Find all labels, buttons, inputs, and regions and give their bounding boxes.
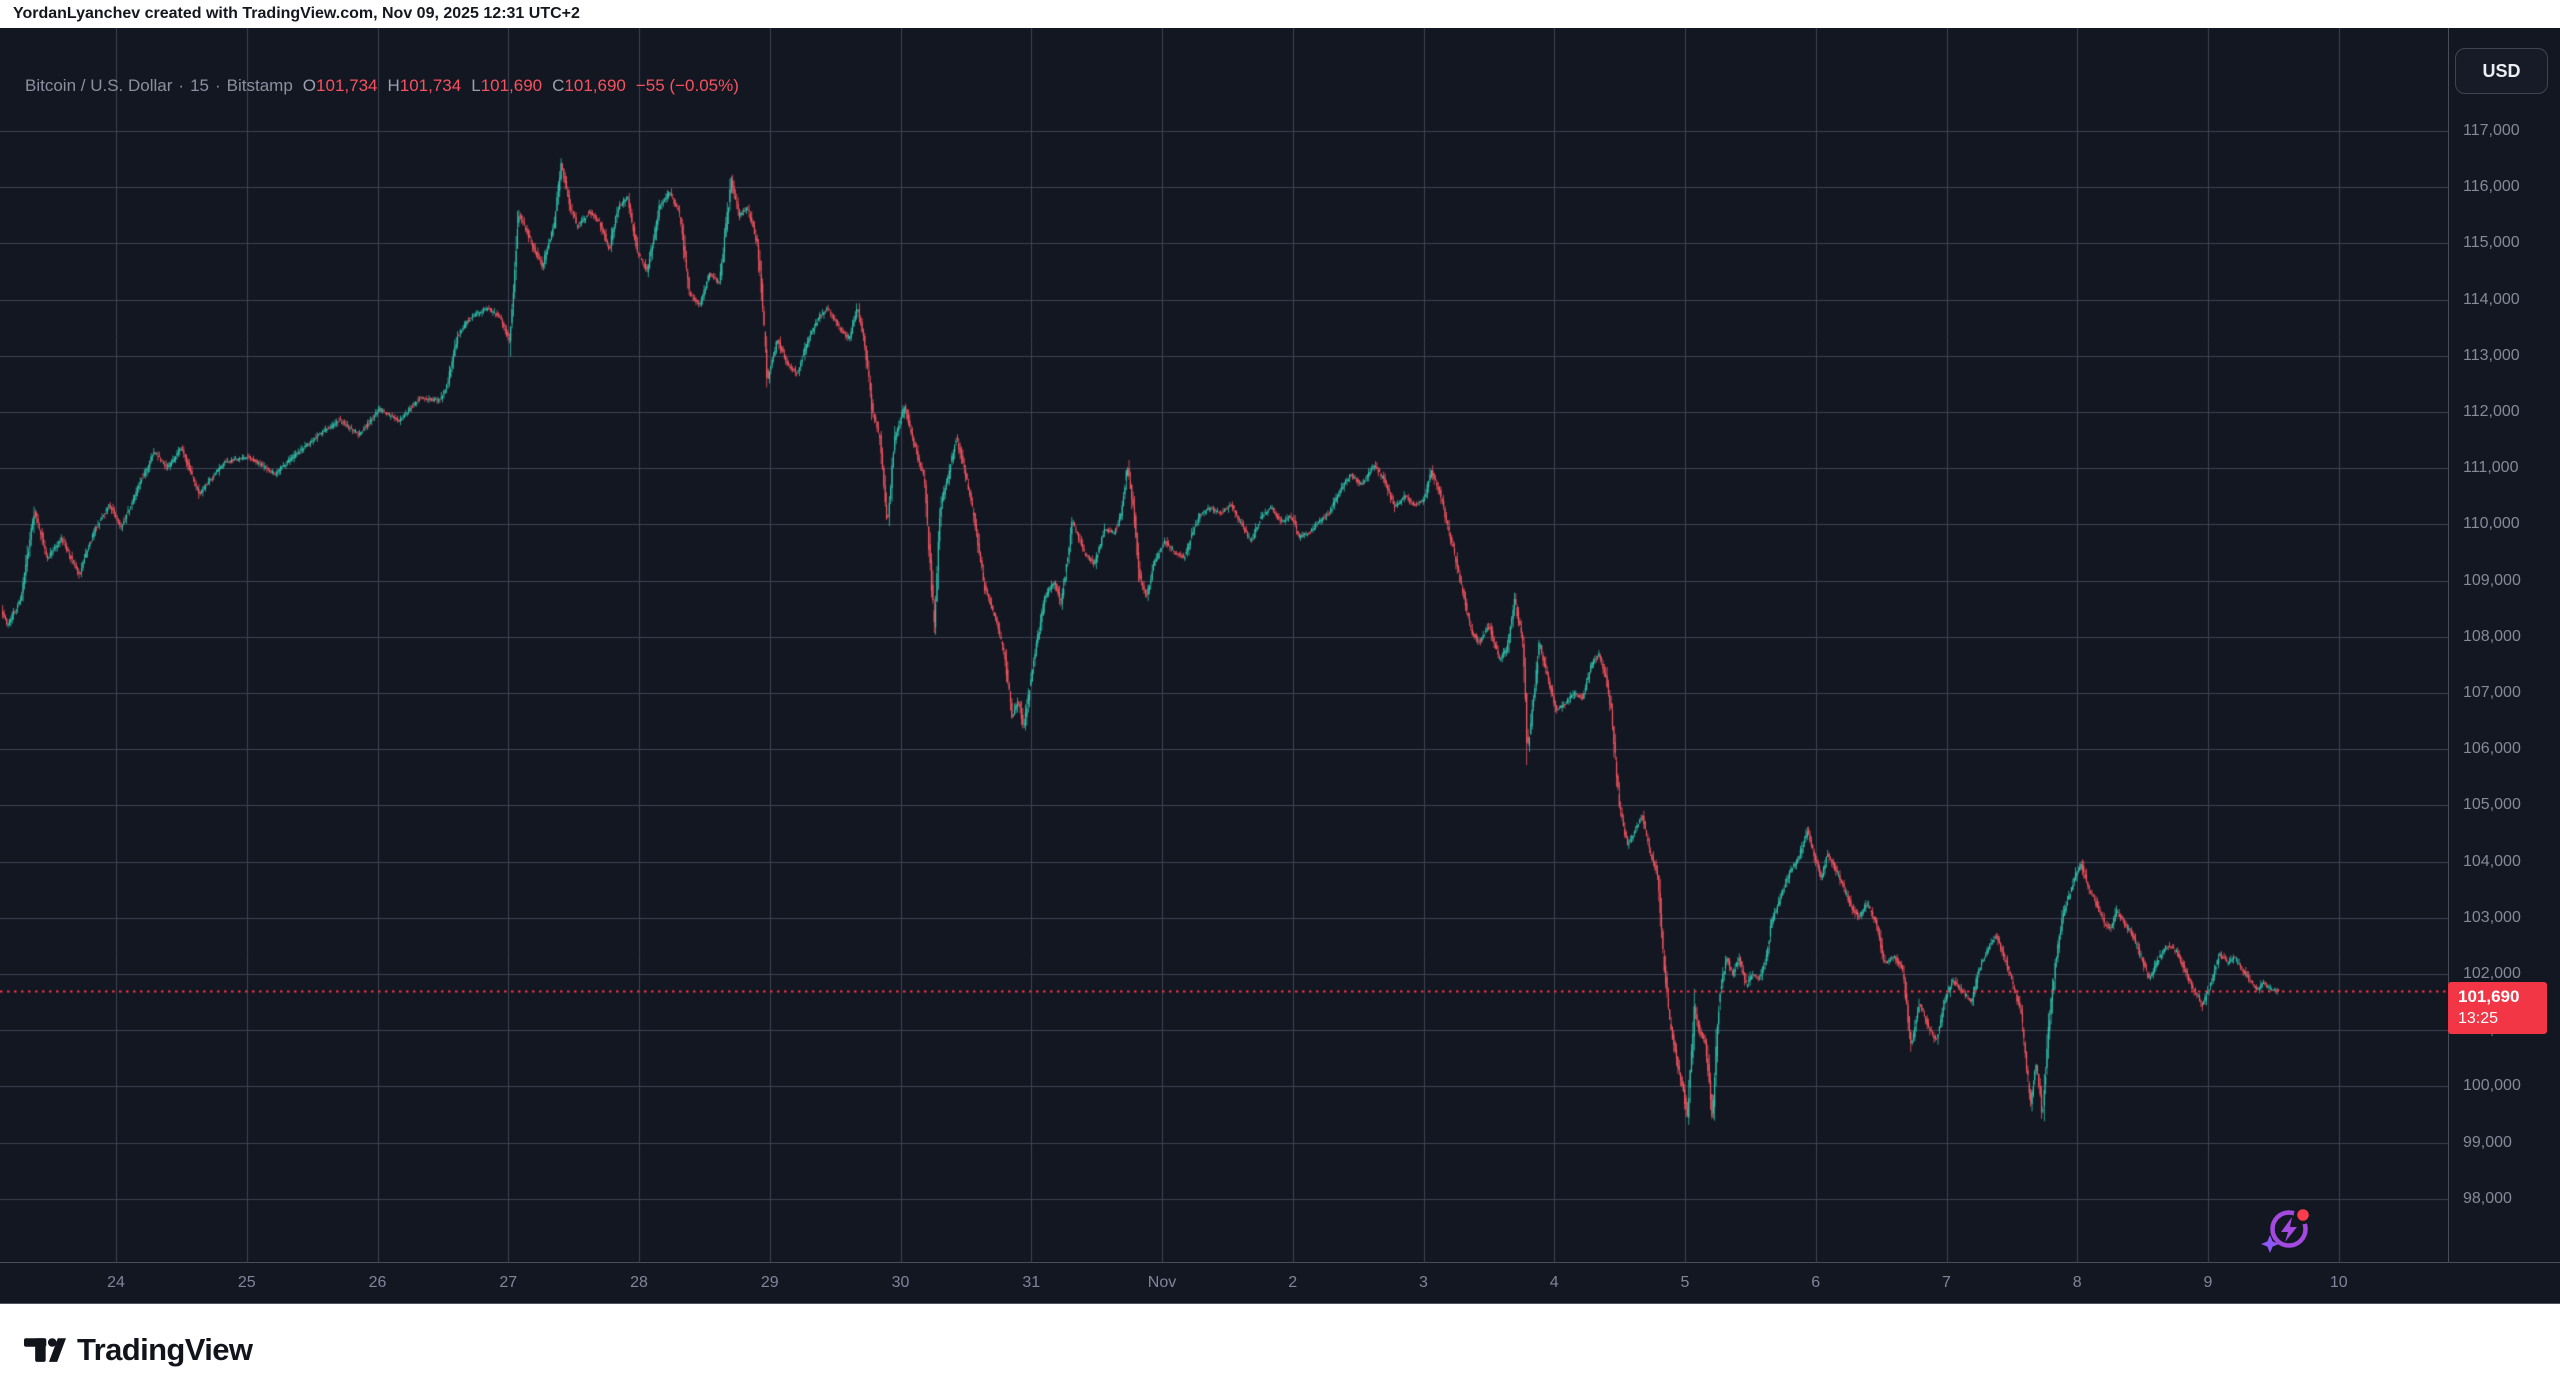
time-tick-label: 27 <box>499 1274 518 1291</box>
price-tick-label: 107,000 <box>2463 684 2521 701</box>
spark-ai-icon[interactable] <box>2261 1204 2313 1254</box>
time-tick-label: 31 <box>1022 1274 1041 1291</box>
time-tick-label: 5 <box>1680 1274 1690 1291</box>
time-tick-label: 7 <box>1942 1274 1951 1291</box>
time-tick-label: 4 <box>1549 1274 1559 1291</box>
change-value: −55 (−0.05%) <box>635 76 739 95</box>
attribution-text: YordanLyanchev created with TradingView.… <box>13 5 580 22</box>
currency-label: USD <box>2482 60 2521 81</box>
lightning-bolt-icon <box>2281 1217 2297 1242</box>
price-tick-label: 99,000 <box>2463 1133 2512 1151</box>
high-label: H <box>387 76 400 95</box>
price-tick-label: 103,000 <box>2463 908 2521 926</box>
price-tick-label: 100,000 <box>2463 1077 2521 1095</box>
time-tick-label: 8 <box>2072 1274 2082 1291</box>
tradingview-logo-icon <box>24 1338 66 1362</box>
close-label: C <box>552 76 565 95</box>
price-tick-label: 104,000 <box>2463 852 2521 870</box>
time-tick-label: 29 <box>760 1274 779 1291</box>
low-label: L <box>471 76 481 95</box>
open-label: O <box>302 76 317 95</box>
price-tick-label: 108,000 <box>2463 627 2521 645</box>
legend-separator: · <box>178 76 185 95</box>
price-tick-label: 114,000 <box>2463 290 2520 308</box>
legend-separator: · <box>214 76 221 95</box>
chart-area: Bitcoin / U.S. Dollar · 15 · Bitstamp O101,73… <box>0 28 2560 1304</box>
time-tick-label: 6 <box>1811 1274 1821 1291</box>
time-tick-label: 25 <box>237 1274 256 1291</box>
price-tick-label: 115,000 <box>2463 234 2520 252</box>
chart-interval: 15 <box>190 76 209 95</box>
price-axis-scale[interactable]: 117,000 116,000 115,000 114,000 113,000 112,0… <box>2448 28 2560 1262</box>
time-tick-label: 9 <box>2203 1274 2213 1291</box>
price-tick-label: 110,000 <box>2463 515 2520 533</box>
price-tick-label: 111,000 <box>2463 459 2519 477</box>
time-tick-label: 10 <box>2329 1274 2348 1291</box>
price-tick-label: 117,000 <box>2463 122 2520 139</box>
time-tick-label: 28 <box>630 1274 648 1291</box>
low-value: 101,690 <box>480 76 543 95</box>
price-tick-label: 113,000 <box>2463 346 2520 364</box>
symbol-name: Bitcoin / U.S. Dollar <box>25 76 173 95</box>
red-dot-badge <box>2293 1205 2313 1225</box>
last-price-value: 101,690 <box>2458 987 2520 1006</box>
brand-name: TradingView <box>77 1332 253 1367</box>
time-tick-label: 2 <box>1288 1274 1298 1291</box>
candlestick-chart-canvas[interactable] <box>0 28 2448 1262</box>
sparkle-icon <box>2261 1235 2279 1253</box>
currency-usd-button[interactable]: USD <box>2455 48 2548 94</box>
time-tick-label: 26 <box>368 1274 387 1291</box>
time-tick-label: 24 <box>107 1274 125 1291</box>
price-tick-label: 116,000 <box>2463 178 2520 196</box>
exchange-name: Bitstamp <box>226 76 293 95</box>
candle-countdown-timer: 13:25 <box>2458 1010 2499 1027</box>
open-value: 101,734 <box>316 76 378 95</box>
symbol-legend[interactable]: Bitcoin / U.S. Dollar · 15 · Bitstamp O101,73… <box>25 76 739 96</box>
price-tick-label: 102,000 <box>2463 965 2521 982</box>
close-value: 101,690 <box>564 76 626 95</box>
last-price-label: 101,690 13:25 <box>2448 982 2547 1034</box>
time-axis-scale[interactable]: 24 25 26 27 28 29 30 31 Nov 2 3 4 5 6 7 8 9 10 <box>0 1262 2560 1303</box>
time-tick-label: Nov <box>1147 1274 1177 1291</box>
price-tick-label: 105,000 <box>2463 796 2521 814</box>
time-tick-label: 3 <box>1419 1274 1428 1291</box>
tradingview-logo[interactable]: TradingView <box>24 1324 253 1376</box>
price-tick-label: 112,000 <box>2463 403 2520 420</box>
price-tick-label: 106,000 <box>2463 740 2521 758</box>
price-tick-label: 98,000 <box>2463 1189 2512 1207</box>
high-value: 101,734 <box>399 76 462 95</box>
time-tick-label: 30 <box>891 1274 910 1291</box>
price-tick-label: 109,000 <box>2463 571 2521 589</box>
